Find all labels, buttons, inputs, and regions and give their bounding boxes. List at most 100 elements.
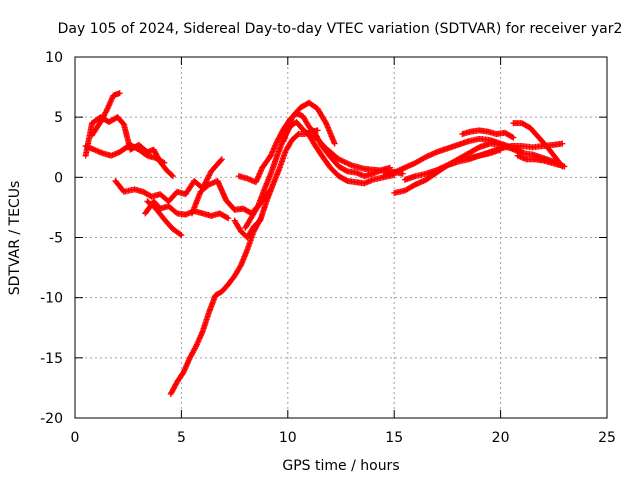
data-marker xyxy=(198,210,205,217)
series-trace-5 xyxy=(142,198,232,222)
gridlines xyxy=(75,57,607,418)
data-marker xyxy=(191,345,198,352)
data-marker xyxy=(141,150,148,157)
data-marker xyxy=(178,371,185,378)
data-marker xyxy=(333,154,340,161)
data-marker xyxy=(160,159,167,166)
data-marker xyxy=(464,138,471,145)
data-marker xyxy=(273,154,280,161)
series-trace-9 xyxy=(242,118,398,231)
data-marker xyxy=(534,132,541,139)
x-tick-label: 0 xyxy=(71,430,80,446)
data-marker xyxy=(254,204,261,211)
data-marker xyxy=(167,223,174,230)
y-axis-label: SDTVAR / TECUs xyxy=(7,181,23,296)
data-marker xyxy=(409,183,416,190)
data-marker xyxy=(273,139,280,146)
plot-area-frame xyxy=(74,56,608,419)
data-marker xyxy=(199,329,206,336)
x-axis-ticks: 0 5 10 15 20 25 xyxy=(71,57,616,446)
data-marker xyxy=(186,356,193,363)
data-marker xyxy=(266,155,273,162)
data-marker xyxy=(368,177,375,184)
data-marker xyxy=(347,161,354,168)
data-marker xyxy=(172,190,179,197)
data-marker xyxy=(325,162,332,169)
y-tick-label: -20 xyxy=(40,411,63,427)
data-marker xyxy=(317,150,324,157)
data-marker xyxy=(294,132,301,139)
data-marker xyxy=(229,275,236,282)
data-marker xyxy=(389,169,396,176)
data-marker xyxy=(443,162,450,169)
y-axis-ticks: -20 -15 -10 -5 0 5 10 xyxy=(40,50,607,427)
data-marker xyxy=(175,230,182,237)
data-marker xyxy=(222,213,229,220)
data-marker xyxy=(351,169,358,176)
data-marker xyxy=(115,90,122,97)
data-marker xyxy=(216,290,223,297)
data-marker xyxy=(341,166,348,173)
data-marker xyxy=(216,158,223,165)
x-tick-label: 15 xyxy=(385,430,403,446)
y-tick-label: 0 xyxy=(54,170,63,186)
series-trace-19 xyxy=(465,140,566,162)
data-marker xyxy=(172,381,179,388)
series-trace-10 xyxy=(231,127,321,241)
data-marker xyxy=(474,153,481,160)
data-marker xyxy=(255,219,262,226)
data-marker xyxy=(496,145,503,152)
data-marker xyxy=(485,149,492,156)
series-trace-13 xyxy=(310,132,406,177)
data-marker xyxy=(98,149,105,156)
data-marker xyxy=(89,146,96,153)
data-marker xyxy=(223,283,230,290)
data-marker xyxy=(411,173,418,180)
data-marker xyxy=(547,159,554,166)
data-marker xyxy=(203,183,210,190)
data-marker xyxy=(159,214,166,221)
data-marker xyxy=(551,152,558,159)
data-marker xyxy=(313,127,320,134)
data-marker xyxy=(217,157,224,164)
y-tick-label: -5 xyxy=(49,231,63,247)
data-marker xyxy=(168,172,175,179)
data-marker xyxy=(192,344,199,351)
data-marker xyxy=(400,187,407,194)
chart-title: Day 105 of 2024, Sidereal Day-to-day VTE… xyxy=(58,21,623,37)
data-marker xyxy=(242,175,249,182)
data-marker xyxy=(524,123,531,130)
data-marker xyxy=(509,133,516,140)
data-marker xyxy=(507,133,514,140)
series-trace-6 xyxy=(144,198,185,239)
data-marker xyxy=(333,171,340,178)
series-trace-2 xyxy=(82,141,168,166)
series-trace-11 xyxy=(280,99,338,147)
data-marker xyxy=(119,119,126,126)
data-marker xyxy=(320,143,327,150)
data-marker xyxy=(275,167,282,174)
series-trace-12 xyxy=(167,216,264,397)
data-marker xyxy=(555,161,562,168)
series-trace-20 xyxy=(514,152,564,169)
data-marker xyxy=(95,121,102,128)
data-marker xyxy=(177,231,184,238)
data-marker xyxy=(321,117,328,124)
data-points xyxy=(82,90,568,397)
data-marker xyxy=(158,158,165,165)
data-marker xyxy=(269,182,276,189)
data-marker xyxy=(297,124,304,131)
x-axis-label: GPS time / hours xyxy=(282,458,399,474)
data-marker xyxy=(242,232,249,239)
data-marker xyxy=(443,145,450,152)
data-marker xyxy=(250,229,257,236)
data-marker xyxy=(474,145,481,152)
series-trace-17 xyxy=(459,127,517,141)
data-marker xyxy=(146,192,153,199)
data-marker xyxy=(224,214,230,221)
data-marker xyxy=(331,139,338,146)
data-marker xyxy=(263,199,270,206)
y-tick-label: 10 xyxy=(45,50,63,66)
data-marker xyxy=(420,155,427,162)
